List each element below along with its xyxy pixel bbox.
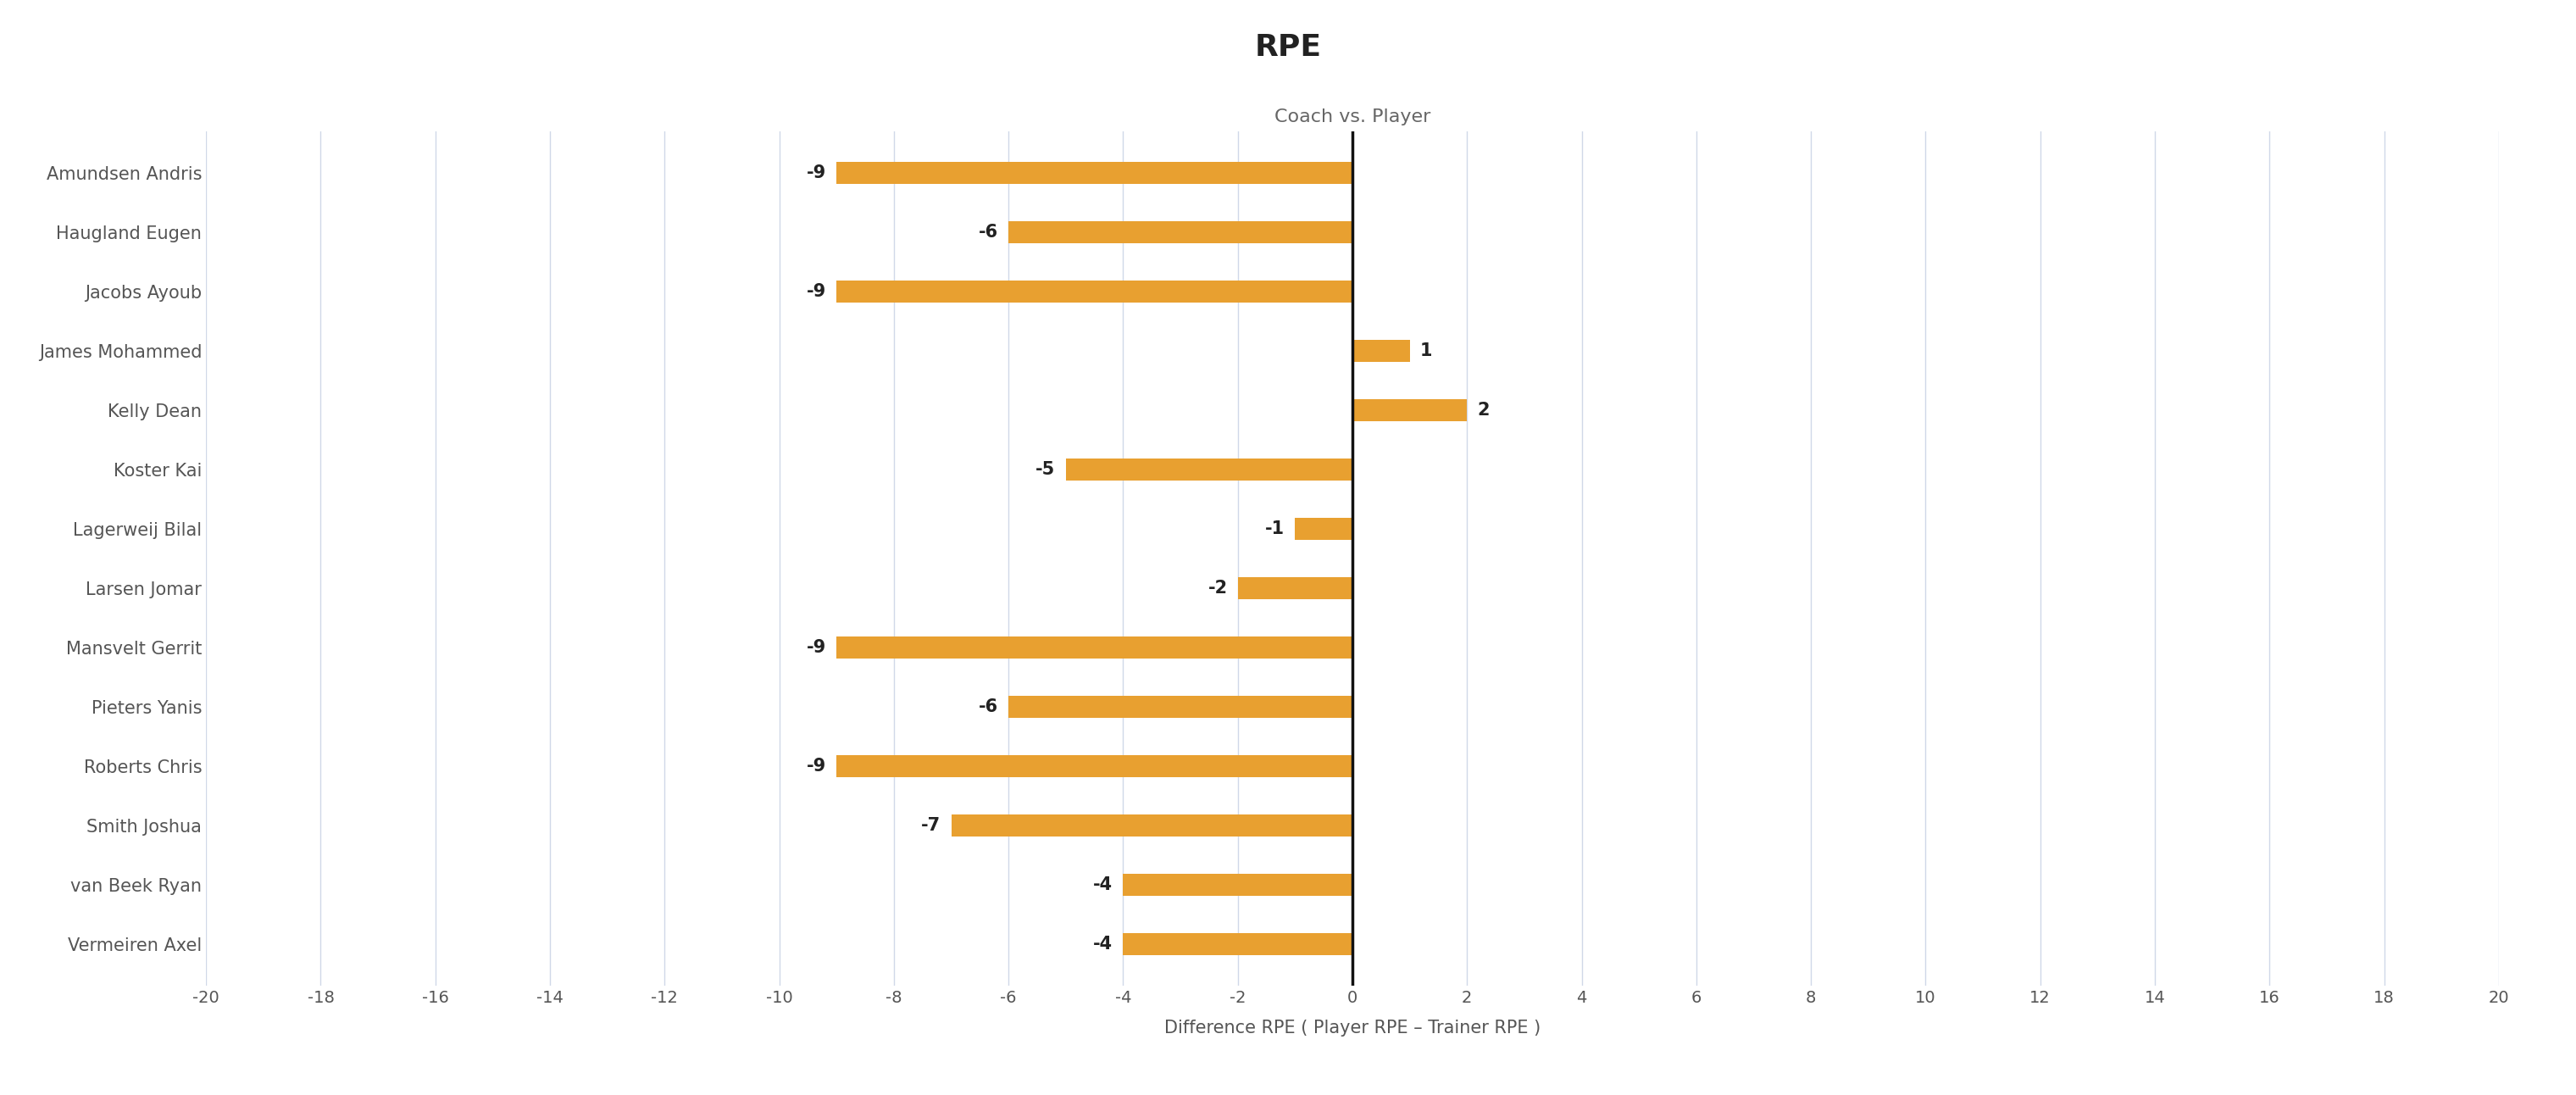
Bar bbox=[951, 814, 1352, 837]
Bar bbox=[1236, 577, 1352, 599]
Bar bbox=[837, 280, 1352, 303]
Text: -9: -9 bbox=[806, 164, 827, 182]
Bar bbox=[1352, 399, 1468, 422]
X-axis label: Difference RPE ( Player RPE – Trainer RPE ): Difference RPE ( Player RPE – Trainer RP… bbox=[1164, 1019, 1540, 1037]
Text: -7: -7 bbox=[922, 817, 940, 833]
Bar bbox=[1123, 933, 1352, 955]
Text: -6: -6 bbox=[979, 223, 997, 241]
Bar bbox=[837, 162, 1352, 184]
Bar bbox=[837, 754, 1352, 777]
Bar bbox=[1123, 874, 1352, 896]
Title: Coach vs. Player: Coach vs. Player bbox=[1275, 108, 1430, 125]
Bar bbox=[1296, 518, 1352, 540]
Bar bbox=[1066, 458, 1352, 481]
Text: -4: -4 bbox=[1092, 935, 1113, 953]
Bar bbox=[1352, 339, 1409, 362]
Text: -1: -1 bbox=[1265, 520, 1285, 538]
Text: -4: -4 bbox=[1092, 876, 1113, 894]
Text: -6: -6 bbox=[979, 699, 997, 715]
Bar bbox=[837, 636, 1352, 659]
Text: -9: -9 bbox=[806, 284, 827, 300]
Text: 1: 1 bbox=[1419, 343, 1432, 359]
Text: RPE: RPE bbox=[1255, 33, 1321, 61]
Text: -9: -9 bbox=[806, 758, 827, 774]
Bar bbox=[1007, 221, 1352, 243]
Text: -9: -9 bbox=[806, 639, 827, 656]
Bar bbox=[1007, 695, 1352, 718]
Text: -5: -5 bbox=[1036, 461, 1056, 477]
Text: -2: -2 bbox=[1208, 579, 1226, 597]
Text: 2: 2 bbox=[1479, 402, 1489, 418]
